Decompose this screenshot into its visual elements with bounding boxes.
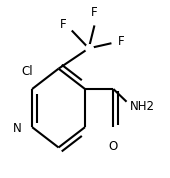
Text: F: F [59, 18, 66, 31]
Text: F: F [91, 6, 98, 19]
Text: F: F [118, 35, 125, 48]
Text: Cl: Cl [21, 65, 33, 78]
Text: N: N [13, 122, 22, 135]
Text: NH2: NH2 [129, 100, 154, 113]
Text: O: O [109, 140, 118, 153]
